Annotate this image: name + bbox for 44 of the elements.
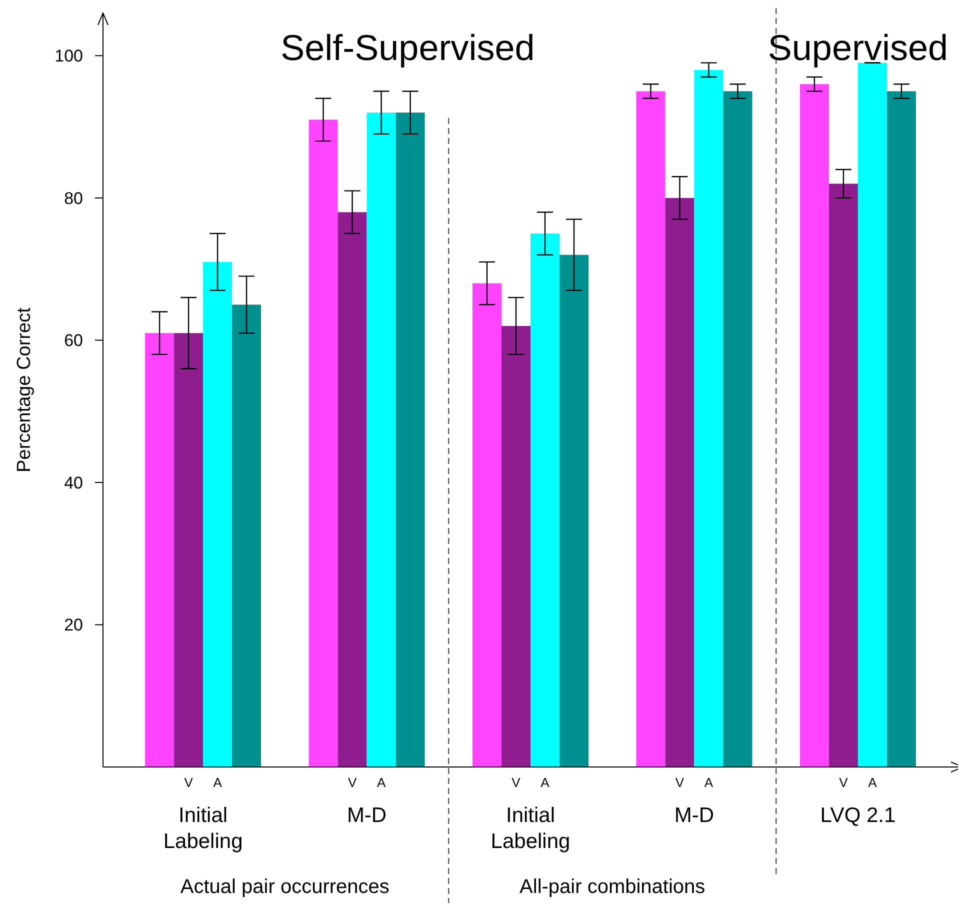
bar: [232, 304, 262, 767]
bar: [502, 326, 530, 767]
x-tick-label: M-D: [346, 804, 387, 827]
bar: [886, 91, 916, 767]
bar: [308, 120, 338, 767]
bar: [800, 84, 829, 767]
bar: [560, 254, 588, 767]
y-tick-label: 80: [64, 188, 83, 208]
bar: [338, 212, 367, 767]
bar: [636, 91, 666, 767]
text: A: [704, 775, 714, 790]
bar: [723, 91, 752, 767]
bar: [828, 184, 858, 767]
x-tick-label: M-D: [674, 804, 714, 827]
x-tick-label: Initial Labeling: [490, 804, 570, 853]
y-tick-label: 60: [64, 331, 83, 350]
y-tick-label: 100: [54, 46, 83, 66]
annotation: Self-Supervised: [280, 27, 535, 68]
annotation: Supervised: [768, 27, 948, 68]
text: V: [675, 775, 684, 790]
text: A: [868, 775, 877, 790]
bar: [203, 262, 232, 767]
text: V: [512, 775, 520, 790]
series-label: V: [184, 775, 194, 790]
text: A: [376, 775, 386, 790]
y-axis-title: Percentage Correct: [14, 306, 35, 472]
text: All-pair combinations: [520, 876, 706, 898]
bar: [145, 333, 174, 767]
text: A: [540, 775, 550, 790]
bar: [530, 234, 560, 767]
bar: [174, 333, 204, 767]
bar: [366, 112, 396, 767]
series-label: A: [213, 775, 222, 790]
x-tick-label: Initial Labeling: [163, 804, 243, 853]
text: V: [348, 775, 357, 790]
y-tick-label: 40: [64, 473, 83, 492]
bar: [694, 70, 724, 767]
bar: [396, 112, 425, 767]
text: V: [839, 775, 848, 790]
x-tick-label: LVQ 2.1: [820, 804, 896, 827]
text: Actual pair occurrences: [180, 876, 390, 898]
bar: [665, 198, 694, 767]
bar: [472, 283, 502, 767]
y-tick-label: 20: [64, 616, 83, 635]
